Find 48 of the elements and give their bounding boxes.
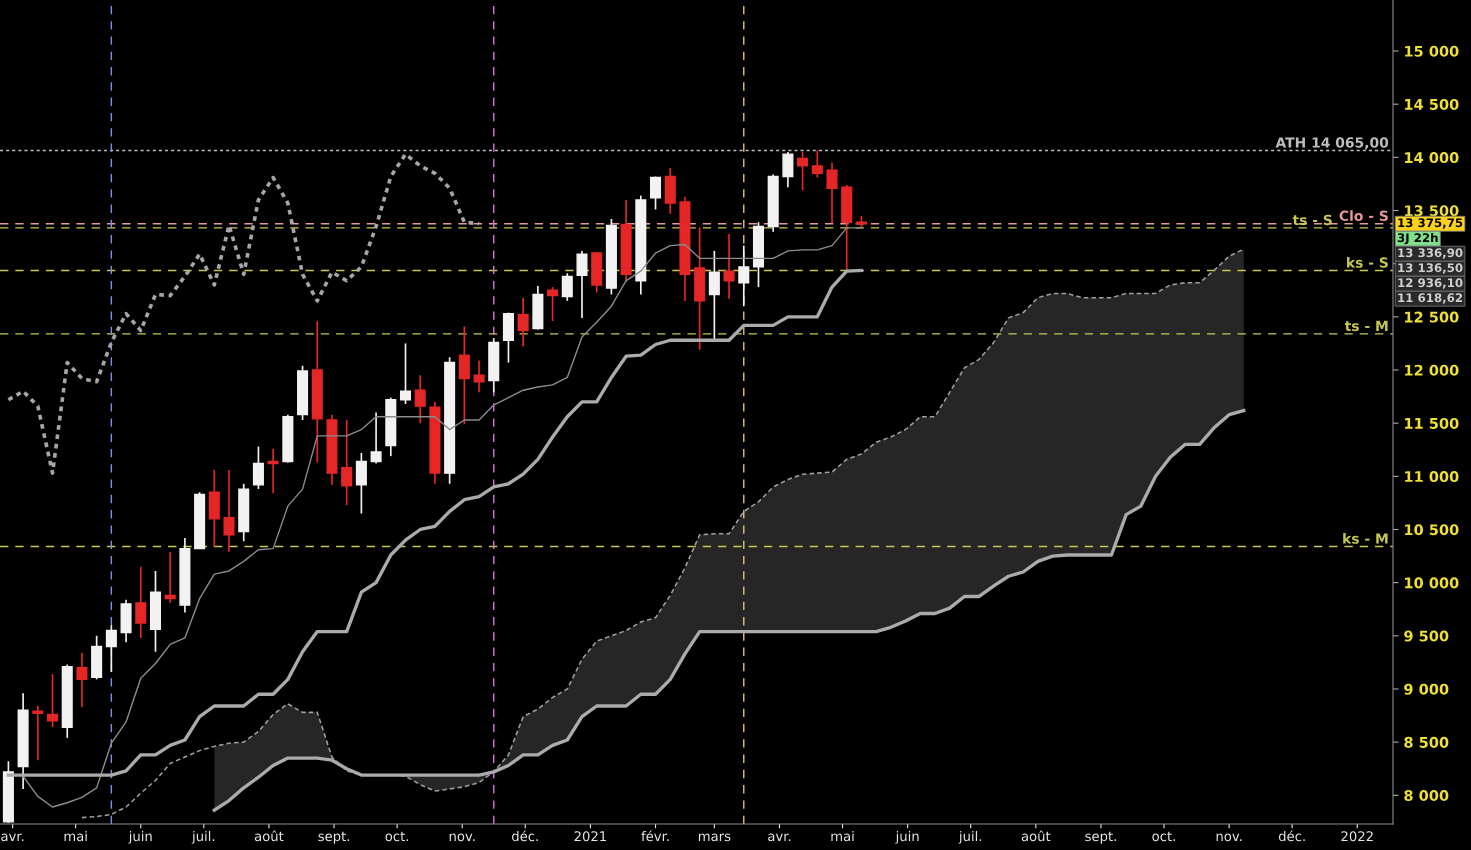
x-tick-label: sept. xyxy=(1085,831,1116,844)
ref-line-label: ATH 14 065,00 xyxy=(1275,137,1389,150)
x-tick-label: juil. xyxy=(958,830,982,844)
text: 13 136,50 xyxy=(1398,263,1463,274)
x-tick-label: déc. xyxy=(1278,830,1305,842)
x-tick-label: mars xyxy=(698,833,731,842)
x-tick-label: 2022 xyxy=(1341,831,1373,842)
text: 13 375,75 xyxy=(1398,218,1463,229)
x-tick-label: sept. xyxy=(318,831,350,844)
text: 11 618,62 xyxy=(1398,293,1463,304)
ref-line-label: ts - M xyxy=(1344,320,1388,332)
x-tick-label: août xyxy=(254,830,284,842)
y-tick-label: 12 000 xyxy=(1405,364,1459,376)
x-tick-label: mai xyxy=(831,830,854,842)
text: 12 936,10 xyxy=(1398,278,1463,289)
x-tick-label: 2021 xyxy=(574,831,606,842)
y-tick-label: 10 500 xyxy=(1405,524,1459,536)
x-tick-label: juin xyxy=(128,830,152,844)
x-tick-label: oct. xyxy=(385,831,409,842)
y-tick-label: 12 500 xyxy=(1405,311,1459,323)
x-tick-label: août xyxy=(1021,830,1051,842)
x-tick-label: avr. xyxy=(768,833,791,842)
y-tick-label: 10 000 xyxy=(1405,577,1459,589)
x-tick-label: févr. xyxy=(641,830,669,842)
y-tick-label: 9 000 xyxy=(1404,683,1449,695)
ref-line-label: ks - S xyxy=(1347,257,1388,268)
text: 13 336,90 xyxy=(1398,248,1463,259)
y-tick-label: 9 500 xyxy=(1404,630,1449,642)
ref-line-label: ks - M xyxy=(1343,533,1388,544)
y-tick-label: 11 000 xyxy=(1405,471,1459,483)
y-tick-label: 8 000 xyxy=(1404,790,1449,802)
x-tick-label: déc. xyxy=(512,830,538,842)
y-tick-label: 11 500 xyxy=(1405,417,1459,429)
x-tick-label: oct. xyxy=(1152,831,1175,842)
x-tick-label: nov. xyxy=(449,833,475,842)
ref-line-label: ts - S xyxy=(1292,214,1332,226)
x-tick-label: avr. xyxy=(1,833,24,842)
x-tick-label: mai xyxy=(64,830,87,842)
ref-line-label: Clo - S xyxy=(1339,210,1388,222)
text: 3J 22h xyxy=(1397,233,1438,245)
x-tick-label: juil. xyxy=(191,830,215,844)
y-tick-label: 15 000 xyxy=(1405,45,1459,57)
y-tick-label: 13 500 xyxy=(1405,205,1459,217)
x-tick-label: juin xyxy=(895,830,919,844)
x-tick-label: nov. xyxy=(1216,833,1242,842)
y-tick-label: 8 500 xyxy=(1404,736,1449,748)
y-tick-label: 14 000 xyxy=(1405,152,1459,164)
y-tick-label: 14 500 xyxy=(1405,98,1459,110)
